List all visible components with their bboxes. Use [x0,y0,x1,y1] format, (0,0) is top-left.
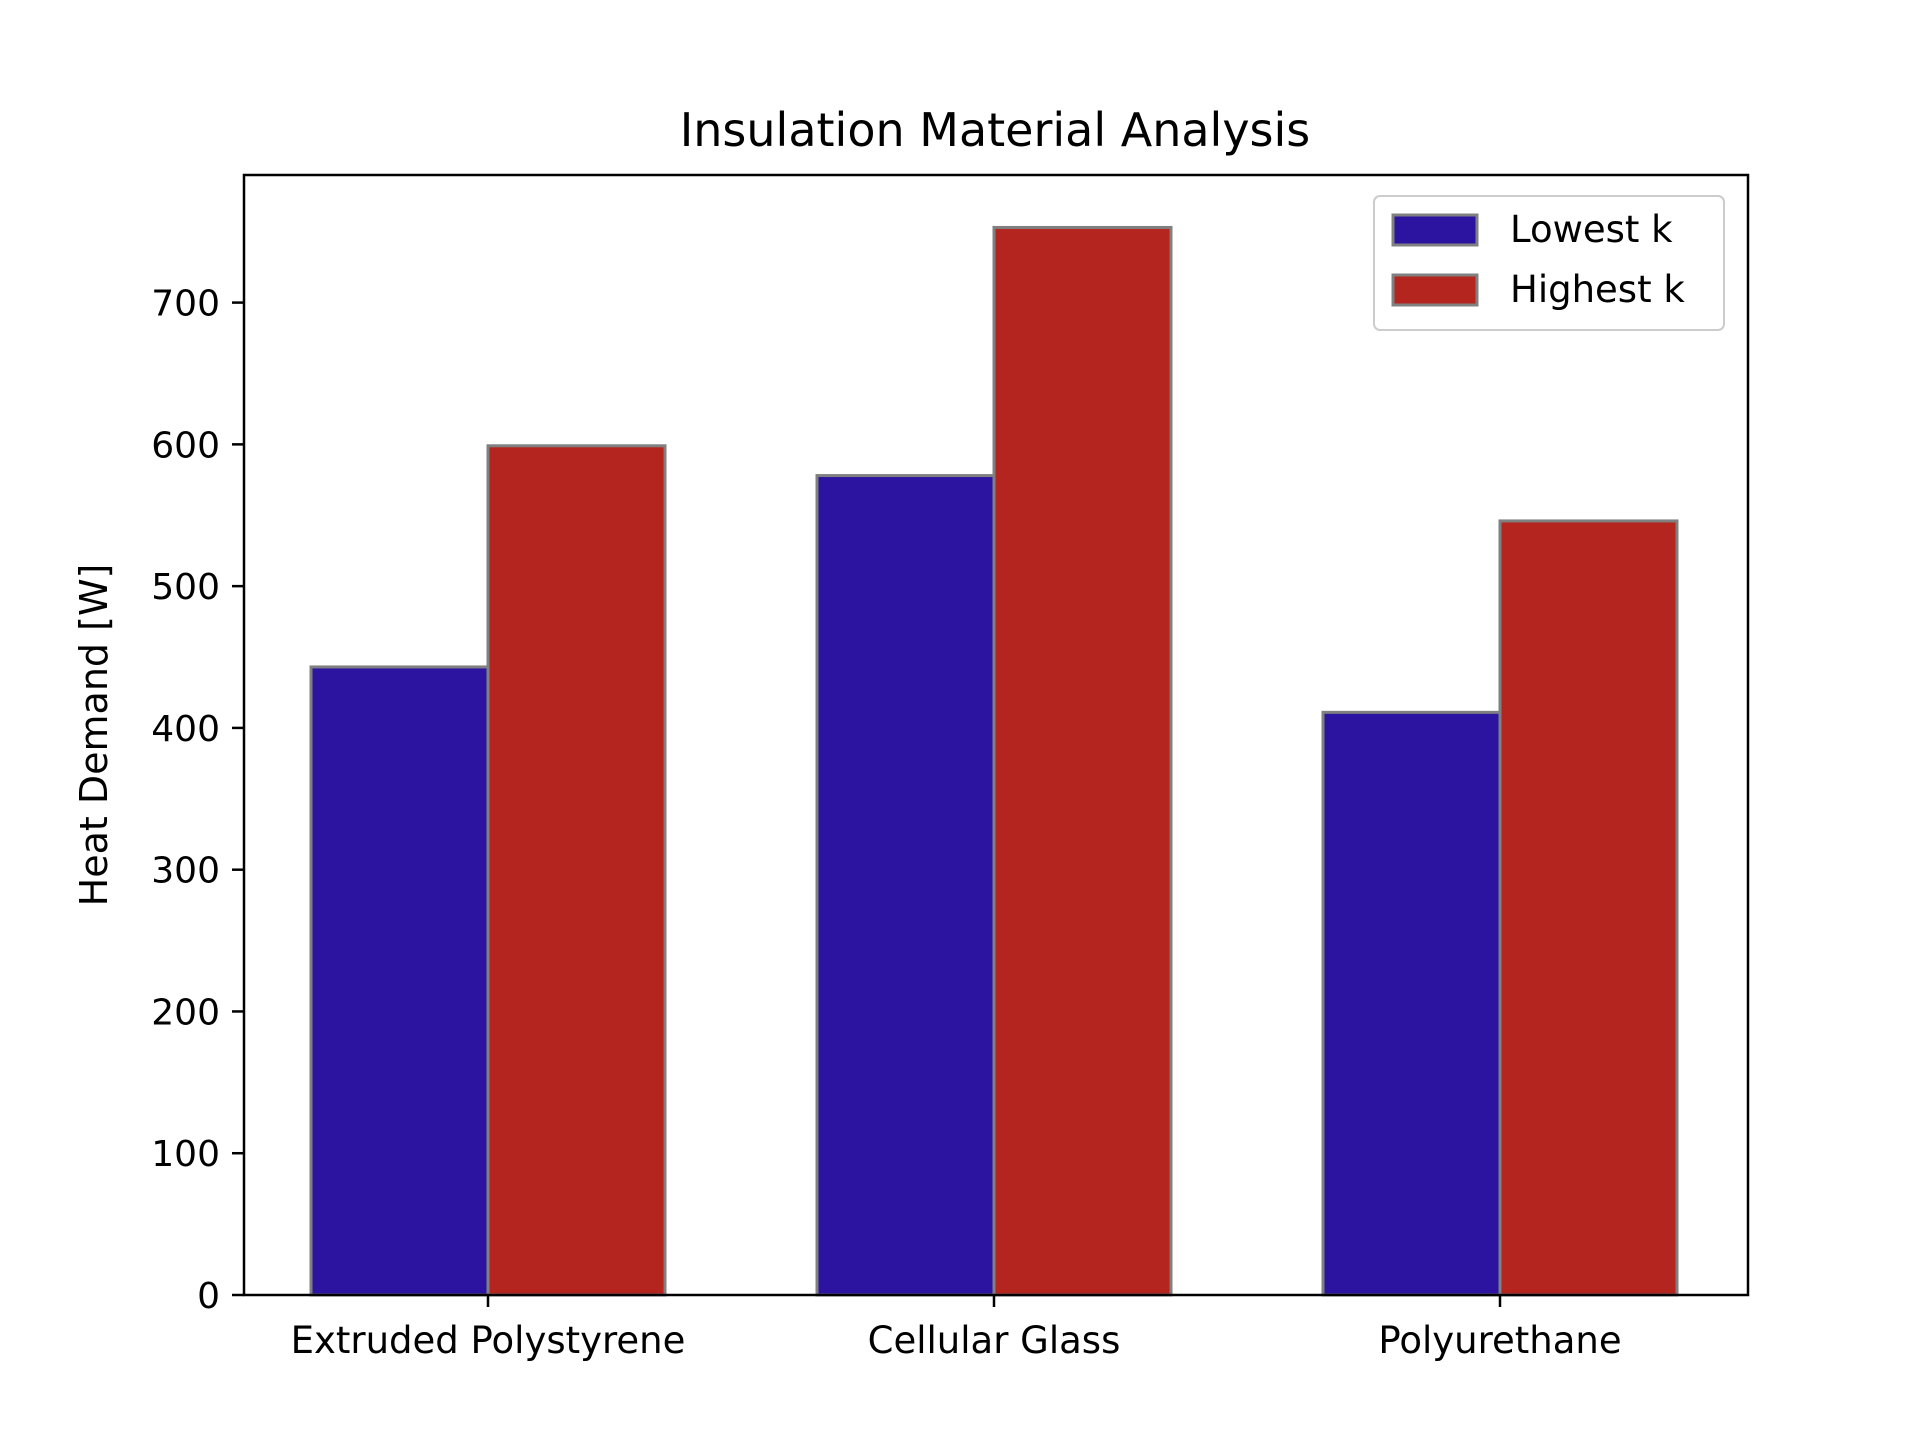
y-axis: 0 100 200 300 400 500 600 700 [151,284,244,1317]
bar-lowest-k-2 [1321,710,1502,1297]
bar-highest-k-0 [486,444,667,1297]
legend-swatch [1391,273,1479,307]
legend-label: Highest k [1510,268,1685,311]
x-tick-label: Extruded Polystyrene [291,1319,686,1362]
legend-swatch [1391,213,1479,247]
y-tick-label: 400 [151,709,220,750]
legend-label: Lowest k [1510,208,1673,251]
x-tick-label: Polyurethane [1378,1319,1621,1362]
chart-title: Insulation Material Analysis [680,103,1311,157]
plot-frame [242,173,1750,1297]
y-tick-label: 100 [151,1134,220,1175]
x-tick-label: Cellular Glass [868,1319,1121,1362]
y-tick-label: 300 [151,851,220,892]
y-tick-label: 600 [151,425,220,466]
y-tick-label: 200 [151,992,220,1033]
bar-lowest-k-1 [815,474,996,1297]
y-axis-label: Heat Demand [W] [72,564,116,907]
y-tick-label: 500 [151,567,220,608]
y-tick-label: 0 [197,1276,220,1317]
bar-lowest-k-0 [309,665,490,1297]
legend: Lowest k Highest k [1373,195,1725,331]
x-axis: Extruded Polystyrene Cellular Glass Polyur… [291,1295,1622,1362]
y-tick-label: 700 [151,284,220,325]
bars [309,225,1679,1297]
bar-highest-k-2 [1498,519,1679,1297]
bar-highest-k-1 [992,225,1173,1297]
